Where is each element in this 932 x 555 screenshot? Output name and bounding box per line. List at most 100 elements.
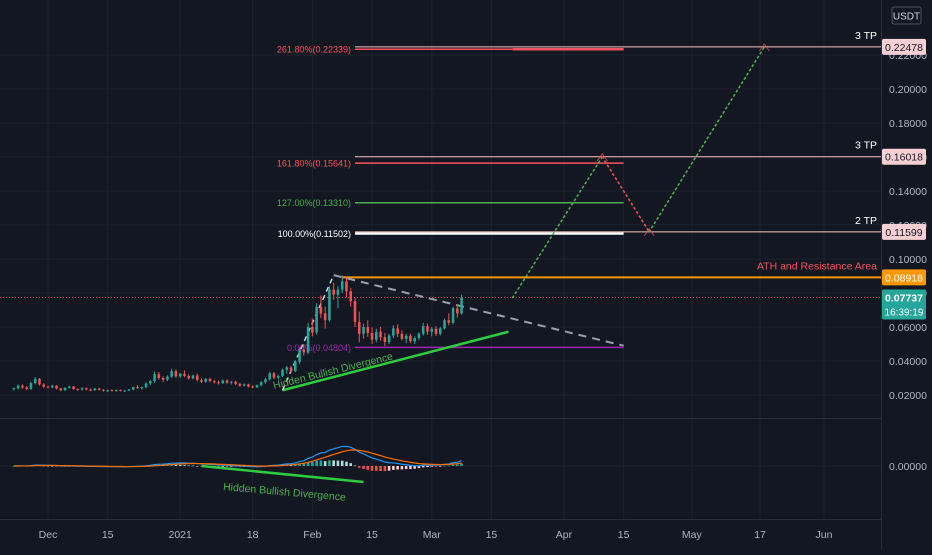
candle bbox=[242, 383, 246, 387]
candle bbox=[195, 373, 199, 382]
macd-histogram-bar bbox=[174, 464, 178, 466]
candle bbox=[80, 387, 84, 391]
candle bbox=[302, 344, 306, 356]
candle bbox=[247, 383, 250, 388]
candle-body bbox=[33, 378, 37, 384]
candle bbox=[29, 381, 33, 390]
candle-body bbox=[417, 333, 421, 339]
macd-histogram-bar bbox=[438, 466, 442, 467]
target-annotation: 2 TP bbox=[855, 215, 877, 227]
time-axis[interactable]: Dec 15 2021 18 Feb 15 Mar 15 Apr 15 May 17 Jun bbox=[39, 529, 833, 541]
currency-label: USDT bbox=[893, 12, 920, 23]
candle-body bbox=[276, 375, 280, 378]
candle-body bbox=[421, 326, 425, 334]
candle-body bbox=[456, 308, 459, 314]
candle bbox=[46, 385, 50, 389]
trendline-resistance bbox=[333, 274, 624, 347]
candle bbox=[456, 304, 459, 318]
macd-histogram-bar bbox=[426, 466, 429, 468]
candle bbox=[50, 384, 54, 389]
candle-body bbox=[46, 386, 50, 388]
price-tick-label: 0.06000 bbox=[889, 322, 927, 334]
candle-body bbox=[306, 327, 310, 353]
macd-histogram-bar bbox=[221, 466, 225, 467]
macd-histogram-bar bbox=[46, 465, 50, 467]
candle bbox=[298, 347, 301, 365]
macd-histogram-bar bbox=[302, 463, 306, 466]
candle bbox=[362, 323, 365, 339]
candle-body bbox=[264, 379, 267, 383]
macd-histogram-bar bbox=[323, 461, 327, 466]
candle-body bbox=[123, 390, 127, 392]
candle-body bbox=[349, 291, 353, 302]
candle-body bbox=[16, 385, 20, 389]
candle-body bbox=[268, 373, 271, 380]
candle-body bbox=[447, 320, 451, 323]
macd-histogram-bar bbox=[234, 466, 237, 467]
candle bbox=[200, 378, 203, 384]
candle bbox=[12, 387, 16, 391]
candle-body bbox=[460, 297, 463, 314]
price-tick-label: 0.10000 bbox=[889, 254, 927, 266]
candle-body bbox=[302, 349, 306, 353]
candle bbox=[174, 369, 178, 378]
candle-body bbox=[68, 386, 71, 388]
macd-divergence-line bbox=[201, 464, 364, 484]
price-tick-label: 0.18000 bbox=[889, 118, 927, 130]
time-tick-label: 15 bbox=[618, 529, 630, 541]
macd-histogram-bar bbox=[404, 466, 408, 470]
candle-body bbox=[178, 373, 182, 377]
candle-body bbox=[89, 389, 92, 391]
time-tick-label: 17 bbox=[754, 529, 766, 541]
macd-histogram-bar bbox=[183, 465, 186, 466]
candle-body bbox=[97, 388, 101, 390]
candle-body bbox=[50, 385, 54, 388]
candle bbox=[136, 385, 139, 389]
candle bbox=[63, 387, 67, 391]
fib-level-label: 161.80%(0.15641) bbox=[277, 159, 351, 169]
candle-body bbox=[443, 320, 446, 329]
candle-body bbox=[315, 306, 318, 333]
candle bbox=[16, 384, 20, 390]
candle-body bbox=[136, 387, 139, 389]
candle bbox=[285, 365, 289, 374]
candle-body bbox=[204, 378, 208, 382]
price-label-value: 0.11599 bbox=[885, 227, 922, 239]
candle bbox=[161, 376, 165, 382]
candle bbox=[191, 374, 195, 380]
macd-histogram-bar bbox=[417, 466, 421, 469]
projection-marker bbox=[643, 227, 655, 237]
target-annotation: 3 TP bbox=[855, 30, 877, 42]
macd-histogram-bar bbox=[447, 465, 451, 467]
candle bbox=[225, 379, 229, 384]
candle bbox=[409, 333, 412, 344]
time-tick-label: 18 bbox=[247, 529, 259, 541]
macd-histogram-bar bbox=[421, 466, 425, 468]
macd-histogram-bar bbox=[460, 463, 463, 466]
candle bbox=[272, 372, 276, 380]
macd-histogram-bar bbox=[217, 466, 220, 467]
candle bbox=[413, 336, 416, 344]
candle-body bbox=[93, 388, 97, 391]
candle-body bbox=[451, 308, 455, 323]
candle-body bbox=[379, 331, 382, 338]
currency-button[interactable]: USDT bbox=[891, 6, 922, 25]
candle-body bbox=[144, 383, 148, 388]
candle-body bbox=[366, 327, 370, 333]
candle bbox=[328, 286, 331, 322]
candle-body bbox=[383, 337, 387, 342]
candle-body bbox=[72, 386, 75, 390]
candle-body bbox=[63, 387, 67, 391]
candle-body bbox=[400, 333, 404, 339]
candle-body bbox=[370, 332, 374, 340]
candle bbox=[97, 387, 101, 391]
indicator-tick-label: 0.00000 bbox=[889, 461, 927, 473]
candle-body bbox=[106, 390, 109, 392]
candle bbox=[379, 327, 382, 341]
time-tick-label: 2021 bbox=[168, 529, 192, 541]
candle bbox=[340, 275, 344, 293]
time-tick-label: Dec bbox=[39, 529, 58, 541]
candle-body bbox=[55, 385, 58, 389]
